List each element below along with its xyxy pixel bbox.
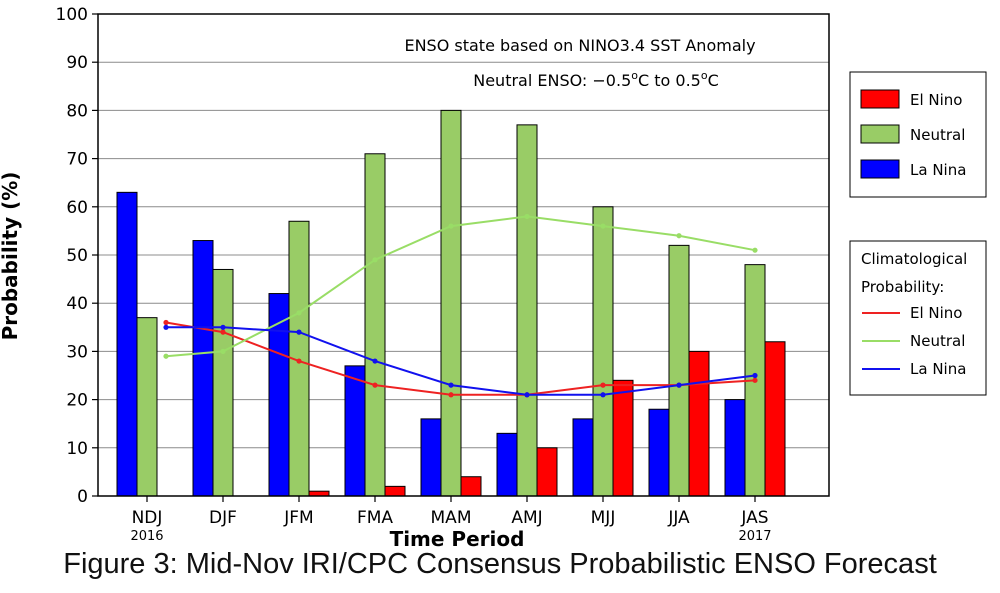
legend-clim-label-el-nino: El Nino <box>910 304 963 322</box>
x-tick-label: JAS <box>740 508 768 528</box>
subtitle-prefix: Neutral ENSO: −0.5 <box>473 71 631 90</box>
legend-label-neutral: Neutral <box>910 126 965 144</box>
x-tick-label: MAM <box>431 508 472 528</box>
clim-point-la-nina <box>448 382 454 388</box>
subtitle-mid: C to 0.5 <box>638 71 701 90</box>
clim-point-el-nino <box>372 382 378 388</box>
bar-el-nino <box>460 476 482 497</box>
chart-title: ENSO state based on NINO3.4 SST Anomaly <box>404 36 755 55</box>
bar-el-nino <box>536 447 558 497</box>
legend-swatch-la-nina <box>860 159 900 179</box>
clim-point-neutral <box>448 223 454 229</box>
x-tick-label: NDJ <box>132 508 163 528</box>
clim-point-neutral <box>220 348 226 354</box>
bar-el-nino <box>384 485 406 497</box>
legend-clim-label-la-nina: La Nina <box>910 360 966 378</box>
chart-subtitle: Neutral ENSO: −0.5oC to 0.5oC <box>473 69 719 90</box>
clim-point-la-nina <box>752 372 758 379</box>
bar-la-nina <box>572 418 594 497</box>
clim-point-el-nino <box>600 382 606 388</box>
degree-symbol: o <box>701 69 708 82</box>
figure-caption: Figure 3: Mid-Nov IRI/CPC Consensus Prob… <box>63 548 937 580</box>
clim-point-la-nina <box>676 382 682 388</box>
x-axis: NDJ DJF JFM FMA MAM AMJ MJJ JJA JAS 2016 2017 <box>130 496 772 544</box>
legend-clim-label-neutral: Neutral <box>910 332 965 350</box>
bar-neutral <box>212 268 234 497</box>
y-axis: 0 10 20 30 40 50 60 70 80 90 100 <box>56 5 98 507</box>
x-tick-label: DJF <box>209 508 237 528</box>
degree-symbol: o <box>631 69 638 82</box>
bar-la-nina <box>192 240 214 497</box>
y-tick-label: 30 <box>66 342 88 362</box>
y-tick-label: 0 <box>77 487 88 507</box>
clim-point-el-nino <box>163 319 169 326</box>
clim-point-el-nino <box>220 329 226 335</box>
legend-label-el-nino: El Nino <box>910 91 963 109</box>
clim-point-la-nina <box>524 392 530 398</box>
legend-clim-title: Climatological <box>861 250 967 268</box>
clim-point-la-nina <box>600 392 606 398</box>
clim-point-el-nino <box>752 377 758 383</box>
bar-la-nina <box>496 432 518 497</box>
y-tick-label: 20 <box>66 391 88 411</box>
bar-la-nina <box>420 418 442 497</box>
bar-neutral <box>516 124 538 497</box>
clim-point-el-nino <box>296 358 302 364</box>
bar-neutral <box>592 206 614 497</box>
bar-la-nina <box>648 408 670 497</box>
legend-swatch-el-nino <box>860 89 900 109</box>
x-tick-label: JFM <box>283 508 313 528</box>
bar-neutral <box>364 153 386 497</box>
legend-forecast: El Nino Neutral La Nina <box>849 71 987 198</box>
x-tick-label: AMJ <box>511 508 542 528</box>
y-axis-label: Probability (%) <box>0 172 22 341</box>
y-tick-label: 100 <box>56 5 88 25</box>
climatology-lines <box>163 213 758 398</box>
x-tick-label: FMA <box>357 508 393 528</box>
bar-el-nino <box>612 379 634 497</box>
y-tick-label: 90 <box>66 53 88 73</box>
bar-la-nina <box>344 365 366 497</box>
legend-label-la-nina: La Nina <box>910 161 966 179</box>
x-tick-label: JJA <box>667 508 690 528</box>
bar-neutral <box>668 244 690 497</box>
enso-forecast-chart: 0 10 20 30 40 50 60 70 80 90 100 NDJ DJF JFM FMA MAM AM… <box>0 5 987 548</box>
y-tick-label: 10 <box>66 439 88 459</box>
bar-la-nina <box>116 191 138 497</box>
clim-point-neutral <box>676 233 682 239</box>
y-tick-label: 40 <box>66 294 88 314</box>
clim-point-la-nina <box>163 324 169 330</box>
x-axis-label: Time Period <box>390 527 525 548</box>
clim-point-neutral <box>296 310 302 316</box>
clim-point-neutral <box>600 223 606 229</box>
x-tick-label: MJJ <box>591 508 616 528</box>
legend-clim-subtitle: Probability: <box>861 278 944 296</box>
bar-neutral <box>440 109 462 497</box>
clim-point-la-nina <box>220 324 226 330</box>
year-label: 2017 <box>738 529 771 544</box>
bars-layer <box>116 109 786 497</box>
subtitle-suffix: C <box>708 71 719 90</box>
clim-point-la-nina <box>296 329 302 335</box>
bar-el-nino <box>764 341 786 497</box>
y-tick-label: 80 <box>66 101 88 121</box>
clim-point-neutral <box>524 213 530 220</box>
legend-swatch-neutral <box>860 124 900 144</box>
clim-point-el-nino <box>448 392 454 398</box>
clim-point-la-nina <box>372 358 378 364</box>
clim-point-neutral <box>372 257 378 263</box>
legend-climatology: Climatological Probability: El Nino Neutral… <box>849 240 987 396</box>
y-tick-label: 50 <box>66 246 88 266</box>
y-tick-label: 60 <box>66 198 88 218</box>
year-label: 2016 <box>130 529 163 544</box>
clim-point-neutral <box>163 353 169 359</box>
bar-neutral <box>136 317 158 497</box>
bar-la-nina <box>724 399 746 497</box>
y-tick-label: 70 <box>66 150 88 170</box>
clim-point-neutral <box>752 247 758 253</box>
bar-el-nino <box>688 350 710 497</box>
